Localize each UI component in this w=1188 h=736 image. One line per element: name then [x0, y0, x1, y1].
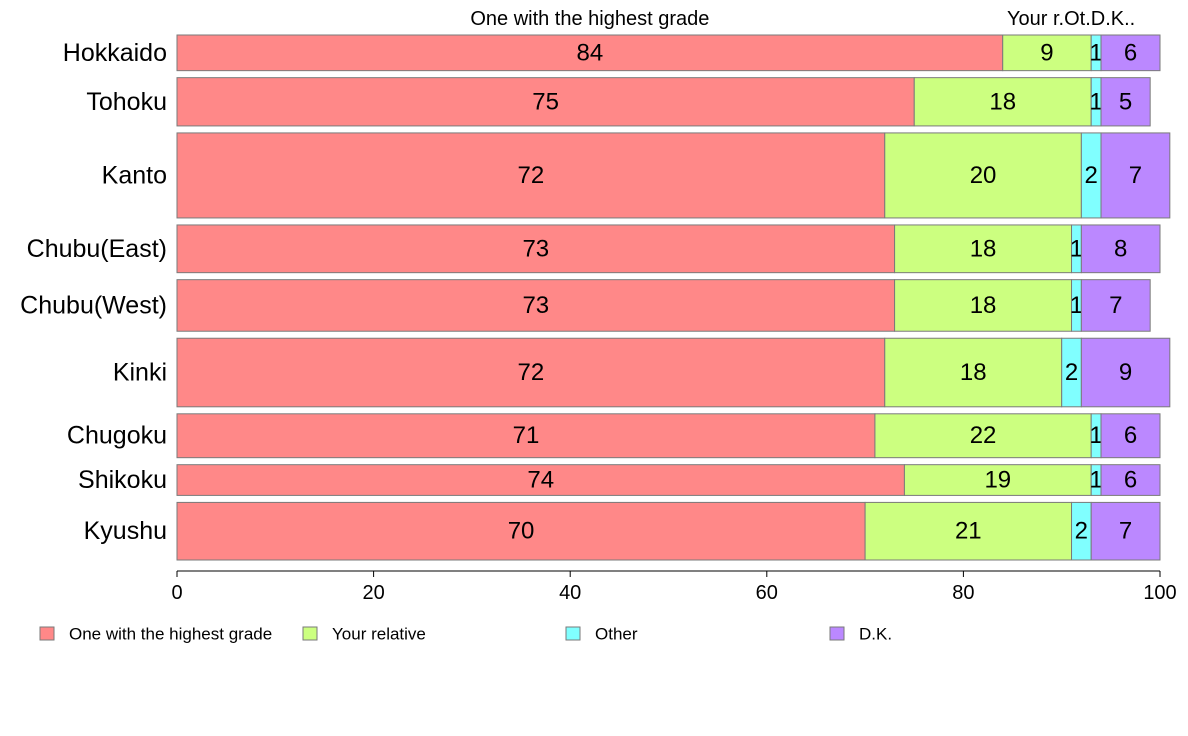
data-label: 73: [522, 292, 549, 319]
legend-label-your-relative: Your relative: [332, 625, 426, 644]
data-label: 84: [577, 39, 604, 66]
data-label: 22: [970, 422, 997, 449]
data-label: 18: [960, 359, 987, 386]
data-label: 6: [1124, 422, 1137, 449]
data-label: 2: [1085, 162, 1098, 189]
data-label: 19: [984, 467, 1011, 494]
bar-kinki-your-relative: [884, 337, 1063, 408]
data-label: 2: [1075, 518, 1088, 545]
bar-hokkaido-one-with-the-highest-grade: [176, 34, 1004, 72]
bar-chubu-west-d-k: [1080, 279, 1151, 332]
bar-chugoku-one-with-the-highest-grade: [176, 413, 876, 459]
x-tick-label: 20: [362, 582, 384, 604]
x-axis: 0 20 40 60 80 100: [171, 570, 1177, 604]
bar-tohoku-one-with-the-highest-grade: [176, 77, 915, 127]
bar-kanto-one-with-the-highest-grade: [176, 132, 886, 219]
bar-kyushu-d-k: [1090, 501, 1161, 561]
x-tick-label: 60: [756, 582, 778, 604]
data-label: 73: [522, 235, 549, 262]
data-label: 72: [518, 162, 545, 189]
category-label: Hokkaido: [63, 39, 167, 67]
data-label: 9: [1119, 359, 1132, 386]
bar-chubu-east-d-k: [1080, 224, 1161, 274]
data-label: 8: [1114, 235, 1127, 262]
data-label: 6: [1124, 39, 1137, 66]
legend-swatch-d-k: [829, 626, 845, 641]
bar-hokkaido-d-k: [1100, 34, 1161, 72]
legend-label-one-with-the-highest-grade: One with the highest grade: [69, 625, 272, 644]
category-label: Chubu(East): [27, 235, 167, 263]
bar-chugoku-your-relative: [874, 413, 1092, 459]
bar-hokkaido-your-relative: [1002, 34, 1092, 72]
series-header-label: Ot.: [1064, 8, 1091, 30]
series-header-label: Your r.: [1007, 8, 1064, 30]
legend-swatch-other: [565, 626, 581, 641]
data-label: 7: [1119, 518, 1132, 545]
data-label: 1: [1089, 88, 1102, 115]
data-label: 9: [1040, 39, 1053, 66]
data-label: 72: [518, 359, 545, 386]
data-label: 21: [955, 518, 982, 545]
bar-kyushu-one-with-the-highest-grade: [176, 501, 866, 561]
data-label: 74: [527, 467, 554, 494]
series-header-label: One with the highest grade: [470, 8, 709, 30]
data-label: 1: [1070, 235, 1083, 262]
data-label: 18: [970, 292, 997, 319]
category-label: Shikoku: [78, 466, 167, 494]
bar-tohoku-your-relative: [913, 77, 1092, 127]
x-tick-label: 80: [952, 582, 974, 604]
category-labels: Hokkaido Tohoku Kanto Chubu(East) Chubu(West…: [20, 39, 167, 545]
data-label: 75: [532, 88, 559, 115]
data-label: 1: [1070, 292, 1083, 319]
bar-chubu-east-your-relative: [894, 224, 1073, 274]
bar-tohoku-d-k: [1100, 77, 1151, 127]
bar-chubu-west-one-with-the-highest-grade: [176, 279, 896, 332]
data-label: 70: [508, 518, 535, 545]
data-label: 20: [970, 162, 997, 189]
bars-area: 84 9 1 675 18 1 572 20 2 773 18 1 873 18 1 772 18 2 971 22 1…: [176, 34, 1171, 561]
bar-kanto-d-k: [1100, 132, 1171, 219]
data-label: 5: [1119, 88, 1132, 115]
x-tick-label: 0: [171, 582, 182, 604]
data-label: 18: [970, 235, 997, 262]
bar-kinki-one-with-the-highest-grade: [176, 337, 886, 408]
bar-shikoku-d-k: [1100, 464, 1161, 496]
bar-chugoku-d-k: [1100, 413, 1161, 459]
series-header-label: D.K..: [1091, 8, 1135, 30]
bar-shikoku-your-relative: [903, 464, 1092, 496]
category-label: Chubu(West): [20, 291, 167, 319]
data-label: 6: [1124, 467, 1137, 494]
data-label: 1: [1089, 422, 1102, 449]
bar-chubu-east-one-with-the-highest-grade: [176, 224, 896, 274]
data-label: 2: [1065, 359, 1078, 386]
category-label: Tohoku: [86, 88, 167, 116]
data-label: 1: [1089, 467, 1102, 494]
data-label: 71: [513, 422, 540, 449]
legend-label-d-k: D.K.: [859, 625, 892, 644]
category-label: Kinki: [113, 359, 167, 387]
category-label: Chugoku: [67, 422, 167, 450]
legend-swatch-one-with-the-highest-grade: [39, 626, 55, 641]
legend-label-other: Other: [595, 625, 638, 644]
x-tick-label: 100: [1143, 582, 1176, 604]
x-tick-label: 40: [559, 582, 581, 604]
bar-shikoku-one-with-the-highest-grade: [176, 464, 905, 496]
category-label: Kanto: [102, 161, 167, 189]
data-label: 18: [989, 88, 1016, 115]
series-header-labels: One with the highest grade Your r. Ot. D.K.…: [470, 8, 1135, 30]
legend: One with the highest grade Your relative O…: [39, 625, 892, 644]
bar-chubu-west-your-relative: [894, 279, 1073, 332]
data-label: 7: [1129, 162, 1142, 189]
data-label: 7: [1109, 292, 1122, 319]
legend-swatch-your-relative: [302, 626, 318, 641]
bar-kinki-d-k: [1080, 337, 1171, 408]
category-label: Kyushu: [84, 517, 167, 545]
bar-kanto-your-relative: [884, 132, 1082, 219]
data-label: 1: [1089, 39, 1102, 66]
